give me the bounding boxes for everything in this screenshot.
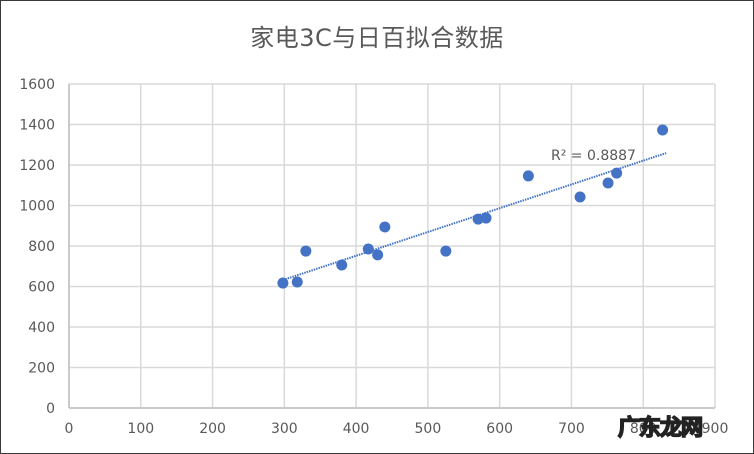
r-squared-label: R² = 0.8887 — [551, 148, 636, 164]
y-tick-label: 1600 — [19, 77, 55, 93]
x-tick-label: 200 — [199, 421, 226, 437]
x-tick-label: 100 — [127, 421, 154, 437]
y-tick-label: 0 — [46, 401, 55, 417]
x-tick-label: 800 — [630, 421, 657, 437]
data-point — [379, 221, 391, 233]
chart-title: 家电3C与日百拟合数据 — [250, 24, 504, 52]
x-tick-label: 0 — [65, 421, 74, 437]
x-tick-label: 700 — [558, 421, 585, 437]
y-tick-label: 200 — [28, 361, 55, 377]
data-point — [440, 245, 452, 257]
data-points — [277, 124, 669, 289]
trendline — [282, 152, 667, 281]
y-tick-label: 600 — [28, 280, 55, 296]
y-tick-label: 1000 — [19, 199, 55, 215]
data-point — [336, 259, 348, 271]
x-tick-label: 300 — [271, 421, 298, 437]
data-point — [657, 124, 669, 136]
data-point — [291, 276, 303, 288]
y-tick-label: 1400 — [19, 118, 55, 134]
y-tick-label: 400 — [28, 320, 55, 336]
y-axis-ticks: 0 200 400 600 800 1000 1200 1400 1600 — [19, 77, 55, 417]
data-point — [277, 277, 289, 289]
y-tick-label: 800 — [28, 239, 55, 255]
watermark: 广东龙网 — [617, 415, 704, 442]
data-point — [522, 170, 534, 182]
data-point — [611, 167, 623, 179]
gridlines — [68, 83, 716, 409]
data-point — [300, 245, 312, 257]
data-point — [372, 249, 384, 261]
data-point — [362, 243, 374, 255]
data-point — [574, 191, 586, 203]
y-tick-label: 1200 — [19, 158, 55, 174]
data-point — [602, 177, 614, 189]
x-tick-label: 900 — [702, 421, 729, 437]
x-tick-label: 400 — [343, 421, 370, 437]
x-axis-ticks: 0 100 200 300 400 500 600 700 800 900 — [65, 421, 729, 437]
data-point — [480, 212, 492, 224]
x-tick-label: 600 — [486, 421, 513, 437]
x-tick-label: 500 — [415, 421, 442, 437]
